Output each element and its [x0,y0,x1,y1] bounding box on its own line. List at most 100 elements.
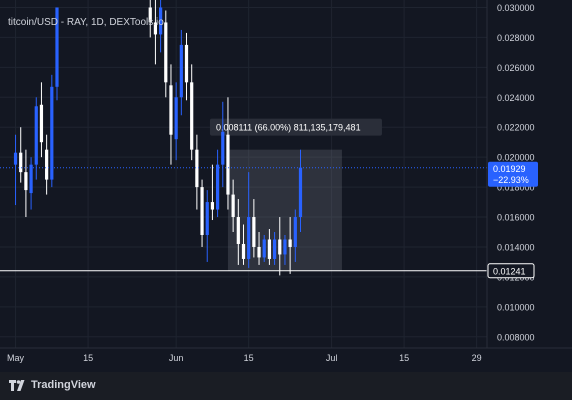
candle [200,179,204,247]
candle [50,74,54,188]
candle [19,127,23,183]
tradingview-logo[interactable]: TradingView [9,379,96,391]
candle [231,179,235,232]
candle [236,199,240,265]
price-tick-label: 0.008000 [497,332,535,342]
candle-body [45,149,49,180]
price-tick-label: 0.028000 [497,33,535,43]
candle-body [39,104,44,143]
candle-body [267,239,272,259]
candle-body [298,167,303,218]
price-tick-label: 0.022000 [497,123,535,133]
symbol-title: titcoin/USD - RAY, 1D, DEXTools.io [8,17,164,28]
candle-body [283,239,287,255]
candle-body [205,202,209,235]
level-badge [487,263,535,279]
candle-body [278,239,282,255]
footer-bar: TradingView [0,372,572,400]
price-tick-label: 0.010000 [497,302,535,312]
candle [293,209,297,262]
candle [29,157,33,210]
candle [205,190,209,262]
logo-text: TradingView [31,379,96,391]
candle-body [190,82,194,150]
candle [257,232,261,265]
measurement-tool[interactable]: 0.008111 (66.00%) 811,135,179,481 [209,118,382,271]
measurement-label-bg [209,118,382,136]
candle [241,224,246,265]
time-tick-label: 15 [244,353,254,363]
candle-body [148,7,152,23]
candle [24,149,28,218]
grid [0,0,487,348]
candle [272,232,277,265]
candle [278,217,282,276]
candle-body [221,131,225,165]
last-price-value: 0.01929 [493,164,526,174]
candle-body [55,7,59,87]
candle-body [262,239,266,258]
candle [267,229,272,265]
price-tick-label: 0.024000 [497,93,535,103]
candle [190,64,194,161]
time-tick-label: 29 [472,353,482,363]
candle [174,82,178,161]
candle [159,0,163,53]
candle-body [236,217,240,244]
candle-body [159,7,163,35]
price-axis[interactable]: 0.0080000.0100000.0120000.0140000.016000… [487,3,538,342]
time-tick-label: Jun [169,353,184,363]
level-value: 0.01241 [493,266,526,276]
candle-body [50,86,54,180]
candle-body [34,106,38,165]
candle-body [174,97,178,140]
candle-body [257,246,261,258]
candle-body [24,172,28,191]
candle-body [293,217,297,247]
candles [13,0,303,276]
candle [184,32,189,101]
candle-body [184,44,189,83]
price-tick-label: 0.014000 [497,242,535,252]
candle-body [215,164,220,210]
candle [45,134,49,195]
measurement-label: 0.008111 (66.00%) 811,135,179,481 [216,123,361,133]
candle-body [153,22,158,35]
candle [283,234,287,265]
last-price-badge [488,161,538,187]
time-tick-label: 15 [399,353,409,363]
candle [288,217,292,274]
candle-body [13,152,18,165]
candle [169,64,173,165]
candle [39,82,44,158]
price-tick-label: 0.018000 [497,183,535,193]
candle-body [200,187,204,235]
candle [298,149,303,232]
candlestick-chart[interactable]: 0.008111 (66.00%) 811,135,179,481 0.0080… [0,0,572,372]
candle-body [272,239,277,259]
candle [215,149,220,218]
price-lines [0,167,487,272]
candle-body [241,243,246,259]
candle-body [226,134,230,195]
price-tick-label: 0.030000 [497,3,535,13]
candle [148,0,152,38]
candle-body [19,152,23,173]
candle-body [169,85,173,135]
candle [55,7,59,101]
candle [210,164,215,221]
candle [221,101,225,188]
candle-body [247,217,251,259]
price-tick-label: 0.020000 [497,153,535,163]
time-tick-label: 15 [83,353,93,363]
price-tick-label: 0.016000 [497,213,535,223]
candle [226,97,230,210]
candle [34,97,38,180]
candle-body [210,202,215,210]
candle [247,172,251,268]
last-price-change: −22.93% [493,175,529,185]
tradingview-logo-icon [9,379,25,391]
time-axis[interactable]: May 15 Jun 15 Jul 15 29 [7,353,482,363]
candle-body [288,239,292,247]
